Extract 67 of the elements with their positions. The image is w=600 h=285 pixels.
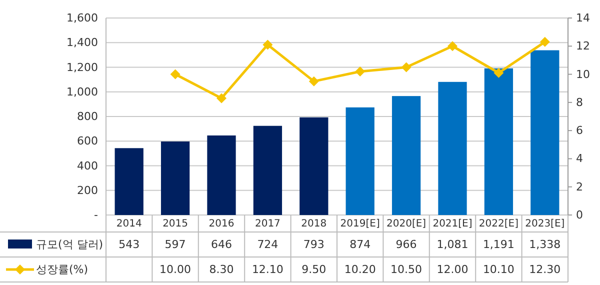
legend-label: 성장률(%) [36, 263, 88, 276]
x-tick-label: 2016 [208, 218, 234, 230]
data-label: 1,081 [436, 238, 468, 251]
y-tick-label: 600 [77, 134, 98, 148]
data-label: 1,191 [482, 238, 514, 251]
bar [300, 117, 328, 215]
y2-tick-label: 2 [576, 180, 583, 194]
point [355, 66, 366, 76]
point [216, 93, 226, 104]
data-label: 10.50 [390, 263, 422, 276]
data-label: 597 [164, 238, 186, 251]
y2-tick-label: 8 [576, 96, 583, 109]
y-tick-label: 1,400 [66, 36, 98, 50]
point [170, 69, 180, 80]
x-tick-label: 2017 [254, 218, 280, 230]
data-label: 9.50 [302, 263, 326, 276]
y-tick-label: 1,000 [66, 85, 98, 98]
bar [484, 68, 514, 215]
data-label: 12.30 [529, 263, 561, 276]
y-tick-label: 400 [77, 159, 98, 172]
bar [530, 50, 560, 215]
point [448, 41, 458, 52]
y-tick-label: - [94, 208, 98, 222]
data-label: 12.00 [436, 263, 468, 276]
y-tick-label: 800 [77, 110, 98, 123]
data-label: 1,338 [529, 238, 561, 251]
y2-tick-label: 12 [576, 40, 590, 53]
bar [160, 141, 190, 215]
legend-label: 규모(억 달러) [36, 238, 104, 251]
y2-tick-label: 10 [576, 68, 590, 81]
x-tick-label: 2018 [301, 218, 327, 230]
x-tick-label: 2022[E] [478, 218, 519, 230]
data-label: 966 [396, 238, 417, 251]
data-label: 724 [257, 238, 278, 251]
data-label: 12.10 [252, 263, 284, 276]
x-tick-label: 2019[E] [340, 218, 380, 230]
point [494, 68, 504, 78]
y-tick-label: 1,200 [66, 60, 98, 74]
data-label: 874 [350, 238, 371, 251]
data-label: 10.20 [344, 263, 376, 276]
data-label: 793 [303, 238, 324, 251]
bar [114, 148, 144, 215]
data-label: 8.30 [209, 263, 234, 276]
x-tick-label: 2021[E] [432, 218, 472, 230]
y-tick-label: 1,600 [66, 12, 98, 24]
point [308, 76, 319, 86]
point [262, 40, 273, 50]
data-label: 646 [211, 238, 232, 251]
y2-tick-label: 14 [576, 12, 590, 24]
point [401, 62, 412, 72]
bar [207, 135, 236, 215]
y2-tick-label: 6 [576, 124, 583, 138]
y-tick-label: 200 [77, 184, 98, 197]
y2-tick-label: 4 [576, 152, 583, 166]
x-tick-label: 2014 [116, 218, 142, 230]
x-tick-label: 2020[E] [386, 218, 426, 230]
data-label: 10.00 [160, 263, 192, 276]
y2-tick-label: 0 [576, 208, 583, 222]
point [540, 36, 550, 47]
bar [438, 82, 467, 215]
bar [346, 107, 374, 215]
x-tick-label: 2015 [162, 218, 188, 230]
x-tick-label: 2023[E] [525, 218, 565, 230]
data-label: 10.10 [482, 263, 514, 276]
bar [392, 96, 421, 215]
bar [253, 126, 282, 215]
data-label: 543 [118, 238, 140, 251]
